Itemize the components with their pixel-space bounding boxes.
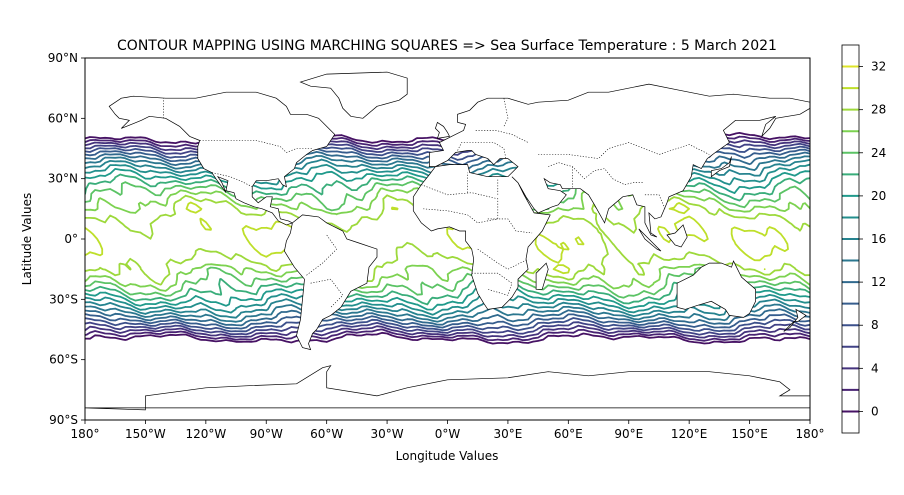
- land-south-america: [284, 214, 378, 351]
- x-tick-label: 180°: [71, 427, 100, 441]
- land-eurasia-africa: [412, 83, 810, 310]
- country-border: [538, 142, 710, 159]
- x-tick-label: 0°W: [435, 427, 461, 441]
- chart-title: CONTOUR MAPPING USING MARCHING SQUARES =…: [117, 38, 777, 54]
- colorbar-tick-label: 4: [871, 361, 879, 375]
- x-tick-label: 150°W: [125, 427, 166, 441]
- country-border: [471, 272, 513, 296]
- x-axis: 180° 150°W 120°W 90°W 60°W 30°W 0°W 30°E 60°E 90°…: [71, 420, 825, 441]
- country-border: [211, 172, 253, 187]
- country-border: [487, 218, 533, 234]
- colorbar-tick-label: 28: [871, 103, 886, 117]
- x-tick-label: 150°E: [731, 427, 768, 441]
- colorbar-tick-label: 16: [871, 232, 886, 246]
- land-new-zealand: [783, 308, 807, 332]
- land-greenland: [299, 71, 408, 119]
- x-tick-label: 30°E: [493, 427, 522, 441]
- colorbar-tick-label: 12: [871, 275, 886, 289]
- land-madagascar: [535, 262, 549, 290]
- country-border: [477, 248, 529, 270]
- x-tick-label: 60°W: [310, 427, 343, 441]
- x-tick-label: 180°: [796, 427, 825, 441]
- land-borneo: [666, 224, 688, 248]
- y-tick-label: 30°N: [48, 172, 78, 186]
- x-tick-label: 120°W: [185, 427, 226, 441]
- x-tick-label: 120°E: [671, 427, 708, 441]
- y-tick-label: 90°S: [49, 413, 78, 427]
- x-axis-label: Longitude Values: [396, 449, 499, 463]
- country-border: [503, 98, 509, 127]
- colorbar-tick-label: 32: [871, 60, 886, 74]
- colorbar: 0 4 8 12 16 20 24 28 32: [841, 44, 886, 434]
- country-border: [306, 234, 338, 276]
- country-border: [475, 130, 529, 143]
- country-border: [548, 162, 643, 186]
- land-north-america: [108, 91, 336, 226]
- x-tick-label: 90°W: [250, 427, 283, 441]
- colorbar-tick-label: 20: [871, 189, 886, 203]
- land-uk: [434, 121, 451, 139]
- y-axis-label: Latitude Values: [20, 193, 34, 285]
- y-tick-label: 60°S: [49, 353, 78, 367]
- land-sumatra: [638, 228, 662, 252]
- y-tick-label: 30°S: [49, 292, 78, 306]
- y-axis: 90°N 60°N 30°N 0° 30°S 60°S 90°S: [48, 51, 85, 427]
- colorbar-tick-label: 8: [871, 318, 879, 332]
- world-map: [85, 71, 810, 411]
- land-antarctica: [85, 365, 810, 411]
- country-border: [644, 194, 666, 209]
- land-japan: [710, 156, 732, 178]
- x-tick-label: 60°E: [554, 427, 583, 441]
- y-tick-label: 90°N: [48, 51, 78, 65]
- land-australia: [676, 260, 756, 318]
- x-tick-label: 30°W: [371, 427, 404, 441]
- country-border: [421, 184, 499, 224]
- y-tick-label: 0°: [64, 232, 78, 246]
- colorbar-tick-label: 24: [871, 146, 886, 160]
- x-tick-label: 90°E: [614, 427, 643, 441]
- y-tick-label: 60°N: [48, 111, 78, 125]
- colorbar-tick-label: 0: [871, 404, 879, 418]
